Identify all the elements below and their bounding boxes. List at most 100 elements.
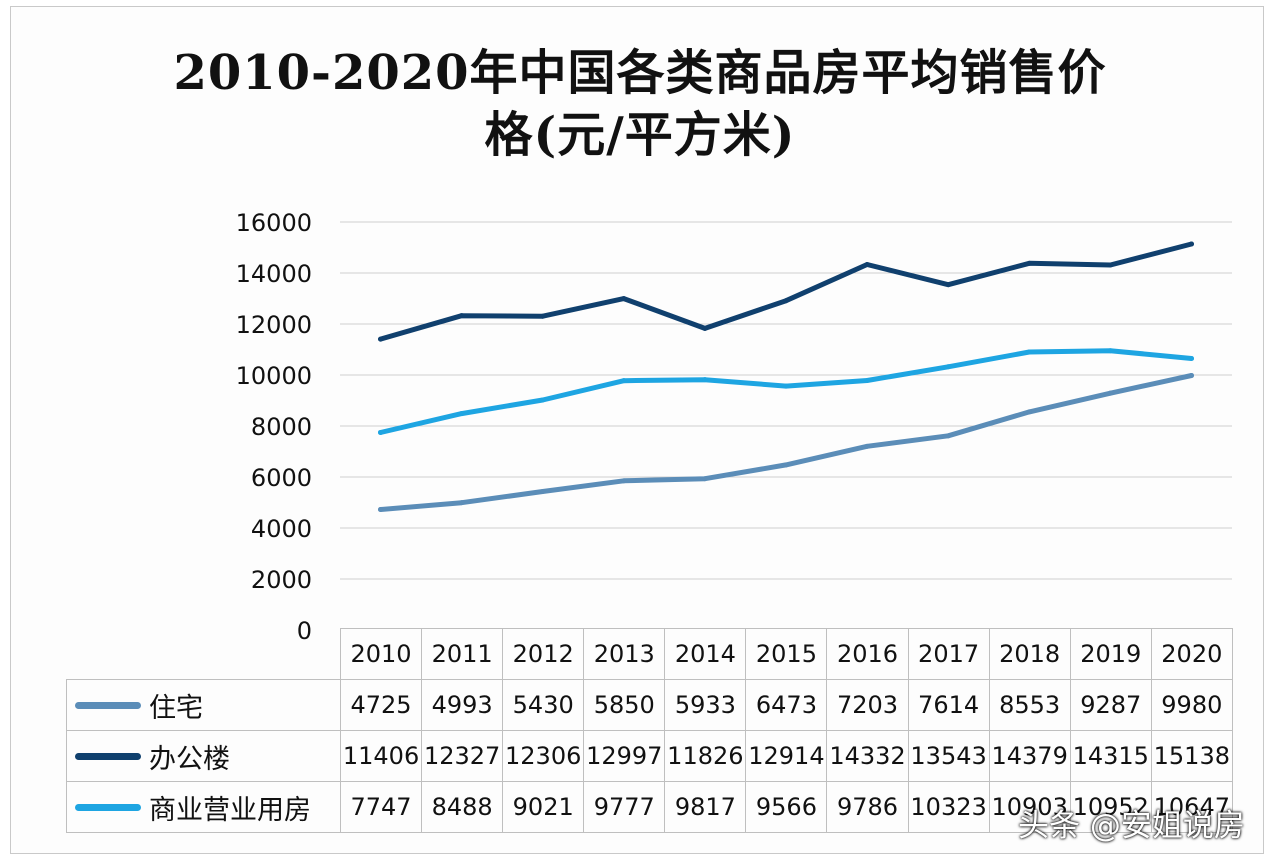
- data-label: 12997: [583, 730, 666, 782]
- data-label: 8553: [988, 679, 1071, 731]
- data-point: [540, 313, 546, 319]
- x-tick-label: 2015: [745, 628, 828, 680]
- data-point: [945, 282, 951, 288]
- data-label: 13543: [907, 730, 990, 782]
- data-label: 8488: [421, 781, 504, 833]
- series-line: [378, 241, 1194, 342]
- data-point: [1188, 356, 1194, 362]
- x-tick-label: 2020: [1150, 628, 1233, 680]
- data-label: 11826: [664, 730, 747, 782]
- data-point: [1188, 241, 1194, 247]
- table-row: 商业营业用房 7747 8488 9021 9777 9817 9566 9786 10323 1…: [66, 781, 1233, 833]
- data-point: [945, 433, 951, 439]
- legend-entry: 住宅: [66, 679, 341, 731]
- data-point: [459, 500, 465, 506]
- y-tick-label: 6000: [251, 464, 312, 492]
- x-tick-label: 2011: [421, 628, 504, 680]
- x-tick-label: 2016: [826, 628, 909, 680]
- legend-label: 住宅: [149, 692, 203, 724]
- data-point: [1026, 409, 1032, 415]
- data-point: [1026, 349, 1032, 355]
- data-label: 5933: [664, 679, 747, 731]
- y-tick-label: 12000: [236, 311, 312, 339]
- x-tick-label: 2019: [1069, 628, 1152, 680]
- data-label: 5850: [583, 679, 666, 731]
- legend-label: 办公楼: [149, 743, 230, 775]
- data-table: 2010 2011 2012 2013 2014 2015 2016 2017 2018 2019…: [66, 628, 1233, 833]
- data-point: [1026, 260, 1032, 266]
- data-point: [1107, 390, 1113, 396]
- y-tick-label: 0: [297, 617, 312, 645]
- x-tick-label: 2013: [583, 628, 666, 680]
- data-point: [1107, 262, 1113, 268]
- data-point: [459, 313, 465, 319]
- data-label: 15138: [1150, 730, 1233, 782]
- x-tick-label: 2018: [988, 628, 1071, 680]
- legend-swatch: [75, 701, 141, 709]
- data-label: 11406: [339, 730, 423, 782]
- data-point: [1107, 348, 1113, 354]
- chart-title: 2010-2020年中国各类商品房平均销售价格(元/平方米): [173, 45, 1107, 163]
- y-tick-label: 10000: [236, 362, 312, 390]
- data-label: 9566: [745, 781, 828, 833]
- data-point: [378, 336, 384, 342]
- data-point: [783, 462, 789, 468]
- data-label: 10647: [1150, 781, 1233, 833]
- legend-swatch: [75, 803, 141, 811]
- data-point: [378, 507, 384, 513]
- data-label: 5430: [502, 679, 585, 731]
- data-point: [540, 489, 546, 495]
- y-tick-label: 14000: [236, 260, 312, 288]
- data-label: 9021: [502, 781, 585, 833]
- x-tick-label: 2010: [339, 628, 423, 680]
- data-point: [621, 296, 627, 302]
- data-point: [621, 378, 627, 384]
- data-label: 14332: [826, 730, 909, 782]
- legend-entry: 商业营业用房: [66, 781, 341, 833]
- data-label: 10323: [907, 781, 990, 833]
- data-label: 14379: [988, 730, 1071, 782]
- data-label: 10903: [988, 781, 1071, 833]
- data-point: [459, 411, 465, 417]
- data-label: 7614: [907, 679, 990, 731]
- legend-label: 商业营业用房: [149, 794, 311, 826]
- data-label: 9777: [583, 781, 666, 833]
- data-label: 6473: [745, 679, 828, 731]
- data-point: [702, 325, 708, 331]
- data-label: 7203: [826, 679, 909, 731]
- data-label: 9980: [1150, 679, 1233, 731]
- legend-entry: 办公楼: [66, 730, 341, 782]
- data-point: [864, 262, 870, 268]
- series-line: [378, 348, 1194, 435]
- x-tick-label: 2014: [664, 628, 747, 680]
- data-point: [864, 377, 870, 383]
- data-point: [1188, 373, 1194, 379]
- data-point: [621, 478, 627, 484]
- table-row: 住宅 4725 4993 5430 5850 5933 6473 7203 7614 8553 92…: [66, 679, 1233, 731]
- data-label: 10952: [1069, 781, 1152, 833]
- data-point: [864, 443, 870, 449]
- data-point: [702, 377, 708, 383]
- data-label: 4725: [339, 679, 423, 731]
- y-tick-label: 8000: [251, 413, 312, 441]
- data-label: 14315: [1069, 730, 1152, 782]
- data-point: [378, 429, 384, 435]
- data-point: [702, 476, 708, 482]
- table-header-row: 2010 2011 2012 2013 2014 2015 2016 2017 2018 2019…: [67, 628, 1233, 680]
- table-row: 办公楼 11406 12327 12306 12997 11826 12914 14332 13…: [66, 730, 1233, 782]
- data-label: 12914: [745, 730, 828, 782]
- data-point: [540, 397, 546, 403]
- data-point: [783, 383, 789, 389]
- y-tick-label: 16000: [236, 209, 312, 237]
- data-label: 4993: [421, 679, 504, 731]
- y-tick-label: 2000: [251, 566, 312, 594]
- y-tick-label: 4000: [251, 515, 312, 543]
- series-line: [378, 373, 1194, 512]
- table-corner: [67, 629, 341, 680]
- data-label: 12306: [502, 730, 585, 782]
- x-tick-label: 2017: [907, 628, 990, 680]
- data-point: [783, 298, 789, 304]
- data-label: 7747: [339, 781, 423, 833]
- data-point: [945, 364, 951, 370]
